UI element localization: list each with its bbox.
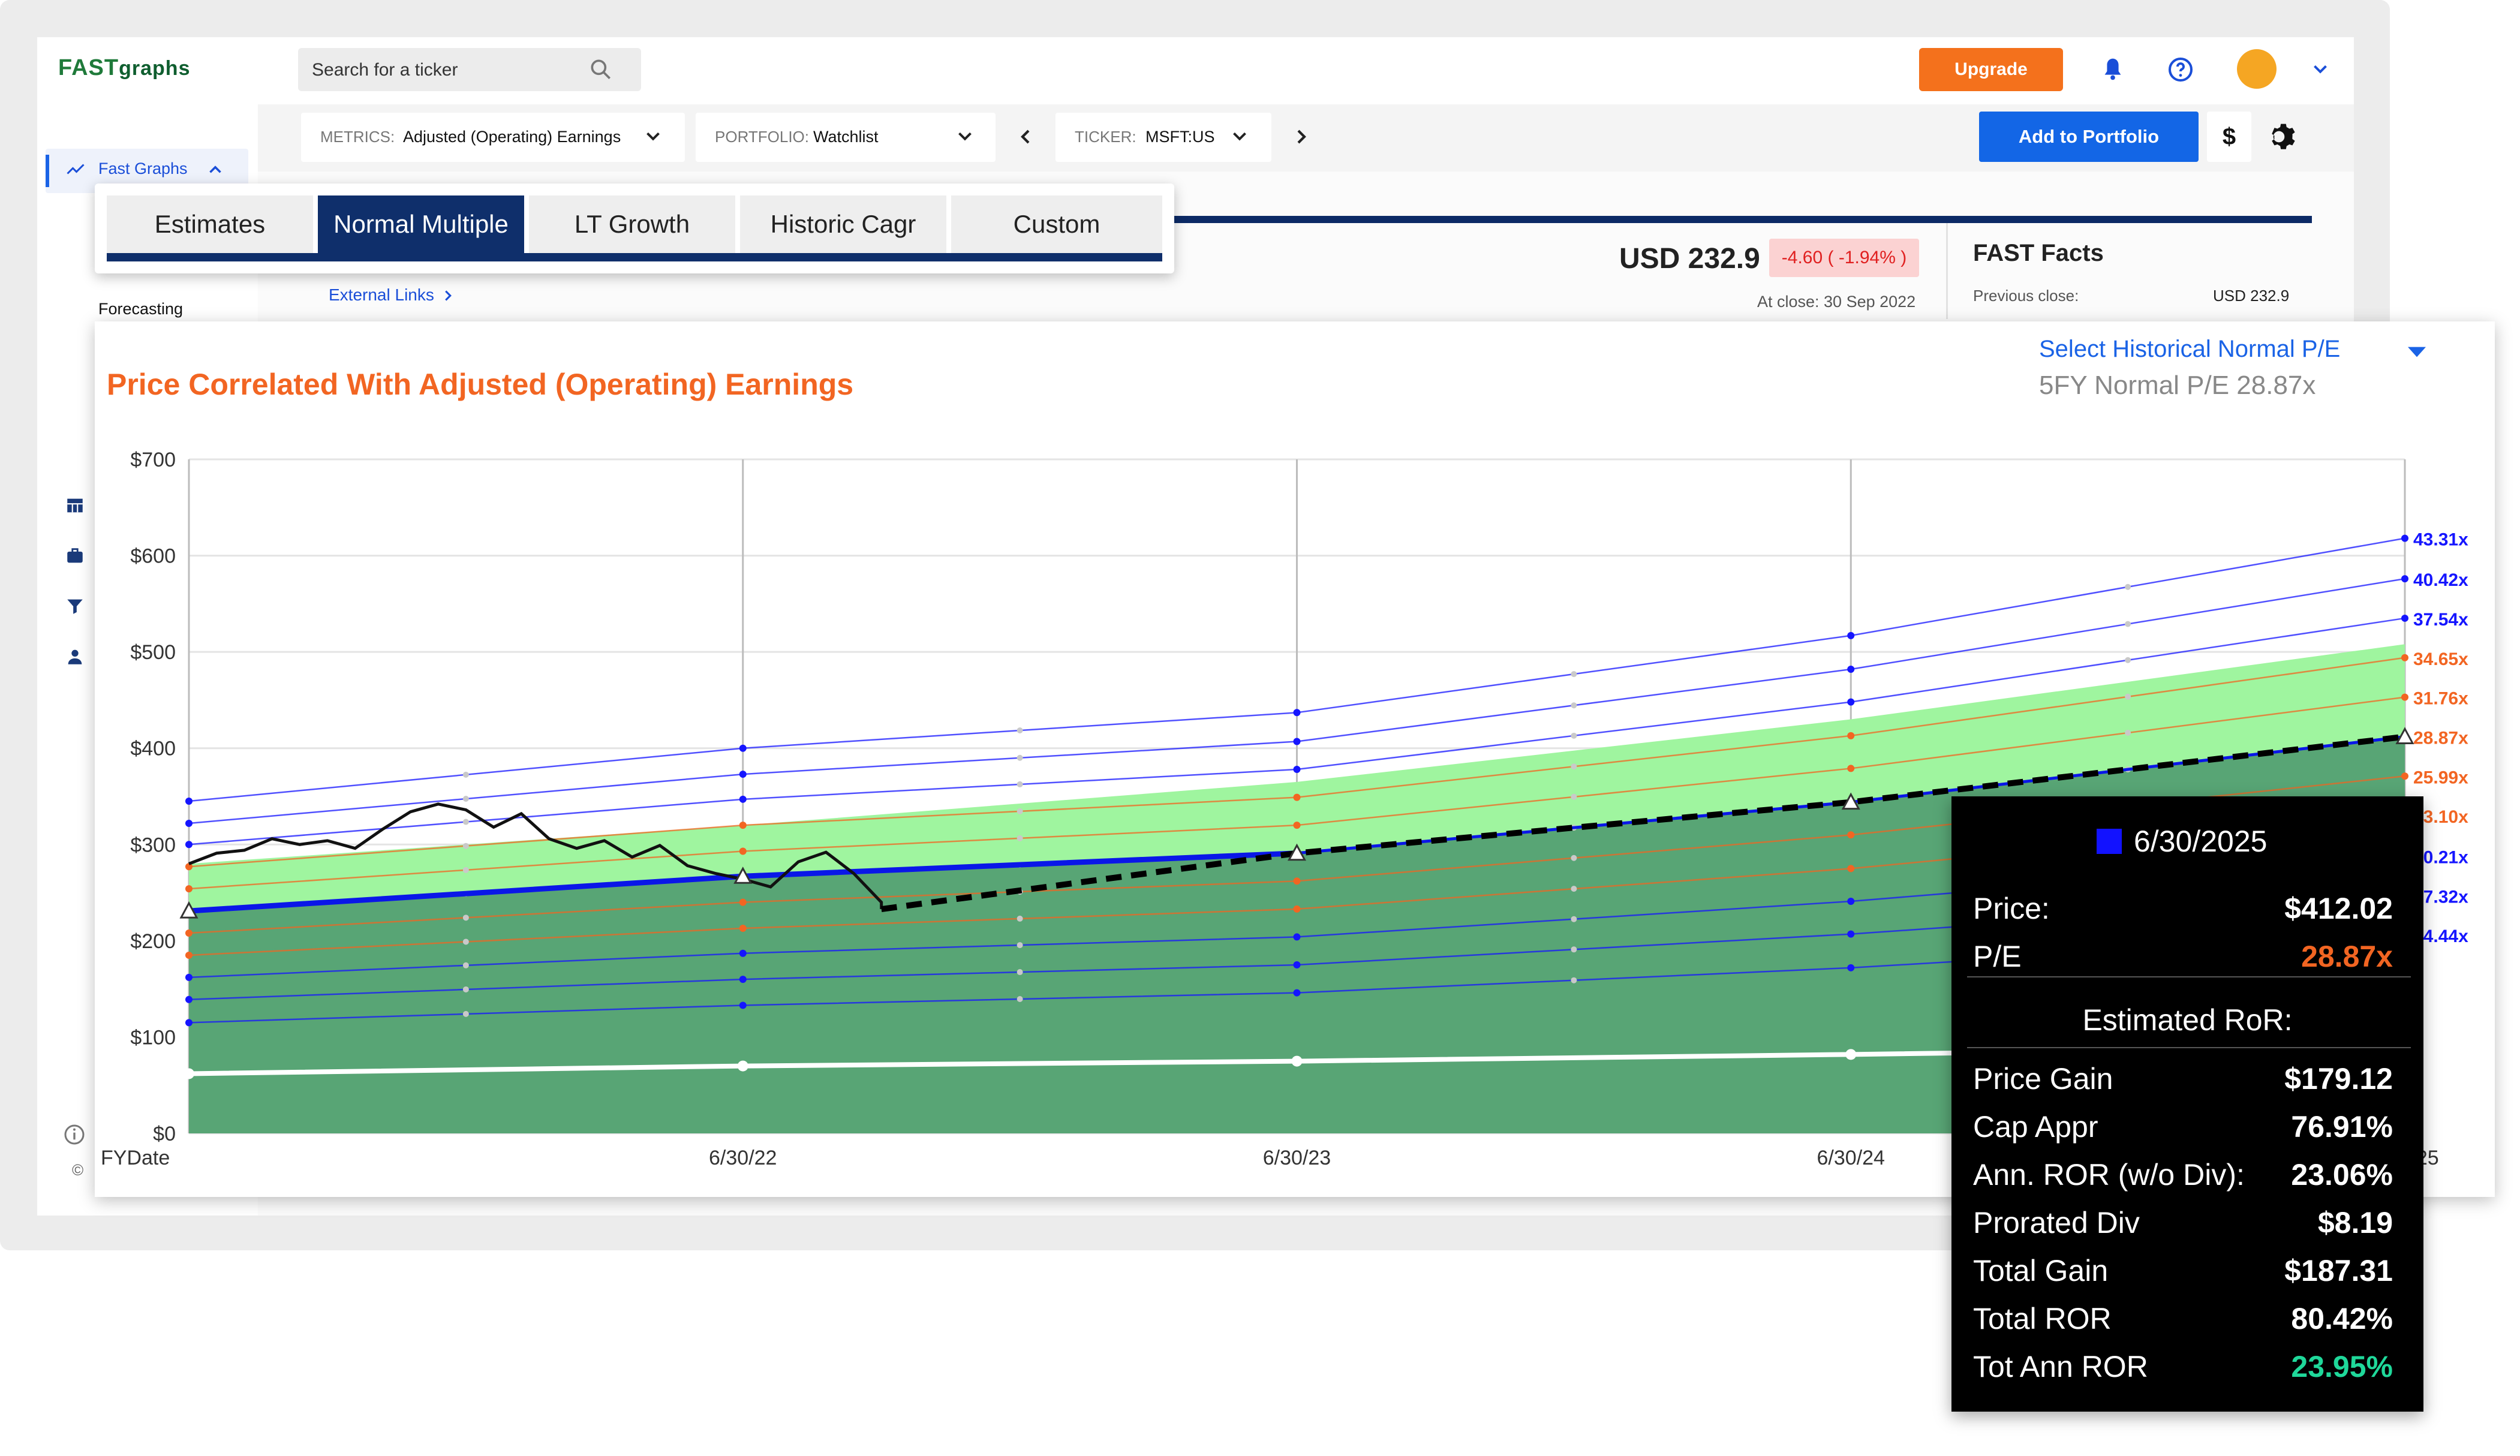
ticker-value: MSFT:US [1145,128,1215,146]
tooltip-value: $187.31 [2284,1254,2393,1287]
tooltip-label: Tot Ann ROR [1973,1350,2148,1383]
series-swatch [2097,829,2122,854]
table-icon[interactable] [65,495,85,516]
tooltip-label: Price Gain [1973,1062,2113,1096]
chevron-down-icon[interactable] [642,125,664,148]
quote-change-badge: -4.60 ( -1.94% ) [1769,239,1919,277]
next-ticker-button[interactable] [1289,125,1313,149]
tab-estimates[interactable]: Estimates [107,195,313,253]
bell-icon[interactable] [2099,55,2127,83]
ticker-label: TICKER: [1075,128,1136,146]
chevron-down-icon[interactable] [1228,125,1251,148]
tooltip-value: 76.91% [2291,1110,2393,1144]
tab-historic-cagr[interactable]: Historic Cagr [740,195,946,253]
briefcase-icon[interactable] [65,546,85,566]
chevron-down-icon[interactable] [954,125,976,148]
portfolio-dropdown[interactable] [696,113,996,162]
chevron-down-icon[interactable] [2309,58,2332,80]
tooltip-date: 6/30/2025 [2134,825,2268,858]
close-timestamp: At close: 30 Sep 2022 [1757,293,1916,311]
copyright: © [72,1161,84,1179]
chevron-up-icon[interactable] [205,160,225,180]
filter-icon[interactable] [65,596,85,616]
previous-close-label: Previous close: [1973,287,2079,305]
portfolio-label: PORTFOLIO: [715,128,809,146]
sidebar-active-indicator [46,155,49,187]
quote-price: USD 232.9 [1619,243,1760,275]
help-icon[interactable] [2166,55,2195,84]
tooltip-label: Ann. ROR (w/o Div): [1973,1158,2245,1192]
tooltip-value: 23.06% [2291,1158,2393,1192]
currency-button[interactable]: $ [2207,112,2251,162]
tooltip-label: Prorated Div [1973,1206,2140,1240]
tooltip-value: 80.42% [2291,1302,2393,1335]
tooltip-value: 28.87x [2301,940,2393,973]
tooltip-value: $8.19 [2317,1206,2393,1240]
tooltip-label: P/E [1973,940,2022,973]
chevron-right-icon[interactable] [439,287,457,305]
metrics-label: METRICS: [320,128,395,146]
tooltip-value: $412.02 [2284,892,2393,925]
sidebar-section-forecasting[interactable]: Forecasting [98,300,184,318]
pe-select-dropdown[interactable]: Select Historical Normal P/E [2039,336,2341,362]
user-icon[interactable] [65,646,85,667]
normal-pe-label: 5FY Normal P/E 28.87x [2039,371,2316,400]
metrics-dropdown[interactable] [301,113,685,162]
avatar[interactable] [2237,49,2277,89]
tab-lt-growth[interactable]: LT Growth [529,195,735,253]
tooltip-label: Price: [1973,892,2050,925]
tooltip-label: Total ROR [1973,1302,2112,1335]
info-icon[interactable] [62,1123,86,1147]
tooltip-divider [1967,976,2411,977]
tab-normal-multiple[interactable]: Normal Multiple [318,195,524,253]
tab-custom[interactable]: Custom [951,195,1162,253]
search-placeholder: Search for a ticker [312,60,458,80]
gear-icon[interactable] [2262,118,2301,156]
data-tooltip [1951,796,2423,1412]
tooltip-label: Total Gain [1973,1254,2109,1287]
tabs-underline [107,253,1162,261]
tooltip-label: Cap Appr [1973,1110,2098,1144]
previous-ticker-button[interactable] [1014,125,1038,149]
chart-title: Price Correlated With Adjusted (Operatin… [107,368,854,401]
sidebar-item-label: Fast Graphs [98,160,188,178]
search-icon[interactable] [588,56,614,83]
facts-divider [1946,223,1948,319]
previous-close-value: USD 232.9 [2213,287,2290,305]
add-to-portfolio-button[interactable]: Add to Portfolio [1979,112,2199,162]
tooltip-value: 23.95% [2291,1350,2393,1383]
ticker-dropdown[interactable] [1055,113,1271,162]
fast-facts-title: FAST Facts [1973,240,2104,266]
trend-icon [67,164,85,175]
search-input[interactable] [298,48,641,91]
caret-down-icon[interactable] [2405,343,2429,361]
external-links[interactable]: External Links [329,285,434,304]
logo[interactable]: FASTgraphs [58,55,191,80]
tooltip-value: $179.12 [2284,1062,2393,1096]
upgrade-button[interactable]: Upgrade [1919,48,2063,91]
tooltip-subhead: Estimated RoR: [2082,1003,2293,1037]
metrics-value: Adjusted (Operating) Earnings [403,128,621,146]
portfolio-value: Watchlist [813,128,879,146]
tooltip-divider [1967,1047,2411,1048]
